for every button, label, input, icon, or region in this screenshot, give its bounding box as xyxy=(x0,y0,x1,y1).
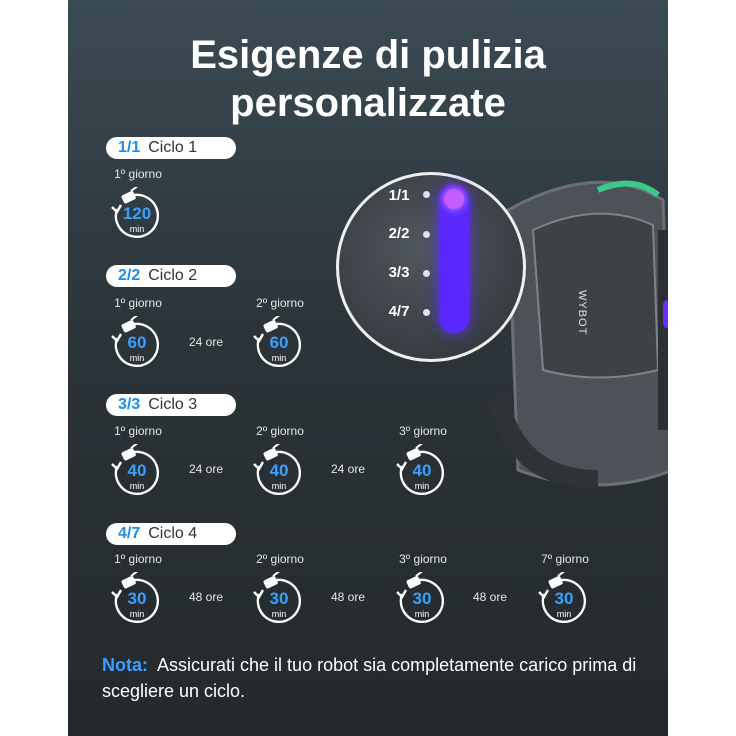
robot-brand-label: WYBOT xyxy=(576,290,588,336)
timer-ring-icon xyxy=(396,572,445,624)
cycle-2-day-2-label: 2º giorno xyxy=(256,296,304,310)
indicator-dot-3 xyxy=(423,270,430,277)
note-label: Nota xyxy=(102,655,142,675)
timer-ring-icon xyxy=(538,572,587,624)
cycle-3-day-2-value: 40 xyxy=(269,461,289,480)
cycle-4-day-3-label: 3º giorno xyxy=(399,552,447,566)
title-line-2: personalizzate xyxy=(230,81,506,125)
indicator-dot-2 xyxy=(423,231,430,238)
cycle-4-day-1-timer: 30 min xyxy=(108,572,166,630)
cycle-2-fraction: 2/2 xyxy=(118,267,141,284)
cycle-4-day-1-value: 30 xyxy=(127,589,147,608)
cycle-1-fraction: 1/1 xyxy=(118,139,141,156)
cycle-3-gap-1: 24 ore xyxy=(188,462,224,476)
cycle-2-pill: 2/2 Ciclo 2 xyxy=(106,265,236,287)
cycle-3-day-3-timer: 40 min xyxy=(393,444,451,502)
cycle-1-day-1-timer: 120 min xyxy=(108,187,166,245)
cycle-1-day-1-label: 1º giorno xyxy=(114,167,162,181)
cycle-1-name: Ciclo 1 xyxy=(148,139,198,156)
cycle-4-day-3-timer: 30 min xyxy=(393,572,451,630)
cycle-2-name: Ciclo 2 xyxy=(148,267,198,284)
timer-ring-icon xyxy=(111,444,160,496)
timer-unit: min xyxy=(129,353,145,363)
cycle-2-day-1-label: 1º giorno xyxy=(114,296,162,310)
cycle-2-day-2-value: 60 xyxy=(269,333,289,352)
cycle-4-day-4-label: 7º giorno xyxy=(541,552,589,566)
timer-ring-icon xyxy=(253,572,302,624)
timer-unit: min xyxy=(556,609,572,619)
cycle-2-gap-1: 24 ore xyxy=(188,335,224,349)
zoom-label-2: 2/2 xyxy=(388,225,410,242)
cycle-3-pill: 3/3 Ciclo 3 xyxy=(106,394,236,416)
cycle-2-day-2-timer: 60 min xyxy=(250,316,308,374)
zoom-label-3: 3/3 xyxy=(388,264,410,281)
timer-ring-icon xyxy=(111,572,160,624)
uv-light-bar xyxy=(439,185,469,333)
cycle-4-day-4-value: 30 xyxy=(554,589,574,608)
indicator-dot-1 xyxy=(423,191,430,198)
cleaning-robot-icon xyxy=(121,187,138,204)
cycle-3-day-1-value: 40 xyxy=(127,461,147,480)
indicator-dot-4 xyxy=(423,309,430,316)
cycle-3-name: Ciclo 3 xyxy=(148,396,198,413)
timer-unit: min xyxy=(129,481,145,491)
cycle-4-day-2-timer: 30 min xyxy=(250,572,308,630)
timer-ring-icon xyxy=(111,187,160,239)
cycle-3-day-2-label: 2º giorno xyxy=(256,424,304,438)
cycle-3-day-3-label: 3º giorno xyxy=(399,424,447,438)
cycle-4-gap-3: 48 ore xyxy=(472,590,508,604)
timer-unit: min xyxy=(271,609,287,619)
cycle-1-day-1-value: 120 xyxy=(122,204,152,223)
cycle-3-day-1-label: 1º giorno xyxy=(114,424,162,438)
zoom-label-1: 1/1 xyxy=(388,187,410,204)
timer-unit: min xyxy=(414,481,430,491)
robot-uv-indicator xyxy=(663,300,668,328)
cycle-4-name: Ciclo 4 xyxy=(148,525,198,542)
cycle-3-day-3-value: 40 xyxy=(412,461,432,480)
cycle-4-day-2-value: 30 xyxy=(269,589,289,608)
cycle-4-pill: 4/7 Ciclo 4 xyxy=(106,523,236,545)
title-line-1: Esigenze di pulizia xyxy=(190,33,546,77)
cycle-4-gap-1: 48 ore xyxy=(188,590,224,604)
cycle-3-day-2-timer: 40 min xyxy=(250,444,308,502)
cycle-4-day-2-label: 2º giorno xyxy=(256,552,304,566)
note-text: Assicurati che il tuo robot sia completa… xyxy=(102,655,637,701)
cycle-4-day-4-timer: 30 min xyxy=(535,572,593,630)
cycle-4-gap-2: 48 ore xyxy=(330,590,366,604)
cycle-3-gap-2: 24 ore xyxy=(330,462,366,476)
cycle-3-day-1-timer: 40 min xyxy=(108,444,166,502)
cycle-4-day-1-label: 1º giorno xyxy=(114,552,162,566)
timer-ring-icon xyxy=(253,316,302,368)
cycle-2-day-1-timer: 60 min xyxy=(108,316,166,374)
cycle-2-day-1-value: 60 xyxy=(127,333,147,352)
timer-ring-icon xyxy=(111,316,160,368)
cycle-4-fraction: 4/7 xyxy=(118,525,141,542)
infographic-panel: Esigenze di pulizia personalizzate WYBOT… xyxy=(68,0,668,736)
robot-illustration xyxy=(488,180,668,489)
timer-ring-icon xyxy=(253,444,302,496)
cycle-1-pill: 1/1 Ciclo 1 xyxy=(106,137,236,159)
timer-unit: min xyxy=(129,224,145,234)
timer-ring-icon xyxy=(396,444,445,496)
timer-unit: min xyxy=(414,609,430,619)
timer-unit: min xyxy=(271,481,287,491)
uv-light-top xyxy=(444,189,464,209)
cycle-3-fraction: 3/3 xyxy=(118,396,141,413)
note: Nota: Assicurati che il tuo robot sia co… xyxy=(102,655,637,701)
zoom-label-4: 4/7 xyxy=(388,303,410,320)
uv-indicator-zoom: 1/1 2/2 3/3 4/7 xyxy=(336,172,526,362)
timer-unit: min xyxy=(129,609,145,619)
cycle-4-day-3-value: 30 xyxy=(412,589,432,608)
timer-unit: min xyxy=(271,353,287,363)
